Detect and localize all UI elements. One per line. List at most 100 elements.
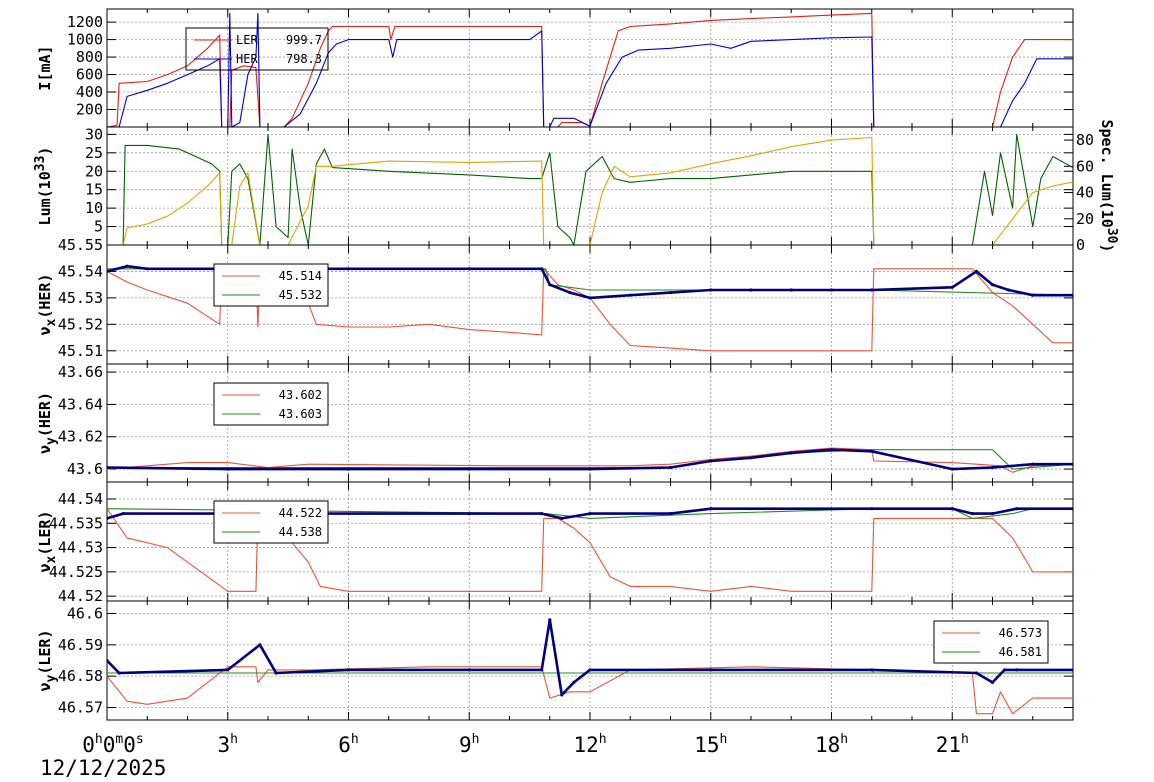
y-right-tick-label: 20 <box>1076 210 1094 228</box>
y-tick-label: 20 <box>85 162 103 180</box>
measured-point <box>709 507 713 511</box>
measured-point <box>974 269 979 273</box>
y-axis-label: νy(LER) <box>36 629 59 691</box>
legend-value: 43.602 <box>279 388 322 402</box>
measured-point <box>1071 462 1073 466</box>
measured-point <box>145 267 149 271</box>
legend-value: 46.581 <box>999 645 1042 659</box>
y-tick-label: 44.525 <box>49 563 103 581</box>
y-tick-label: 43.62 <box>58 428 103 446</box>
legend: 43.602 43.603 <box>213 382 329 426</box>
legend-box <box>185 27 329 71</box>
legend-name: HER <box>236 52 258 66</box>
measured-point <box>107 269 109 273</box>
x-tick-label: 15h <box>694 732 727 757</box>
legend-box <box>213 500 329 544</box>
legend: 45.514 45.532 <box>213 263 329 307</box>
measured-point <box>950 507 954 511</box>
measured-point <box>540 668 544 672</box>
y-axis-label: Lum(1033) <box>33 147 54 226</box>
measured-point <box>950 285 954 289</box>
measured-point <box>467 467 471 471</box>
y-right-tick-label: 0 <box>1076 236 1085 254</box>
y-axis-label: νx(LER) <box>36 510 59 572</box>
measured-point <box>226 668 230 672</box>
measured-point <box>990 283 995 287</box>
measured-point <box>560 693 564 697</box>
y-right-axis-label: Spec. Lum(1030) <box>1098 119 1119 252</box>
x-axis: 0h0m0s 3h 6h 9h 12h 15h 18h 21h <box>82 732 969 757</box>
panel-frame <box>106 126 1074 246</box>
y-tick-label: 43.6 <box>67 460 103 478</box>
measured-point <box>540 267 544 271</box>
measured-point <box>467 267 471 271</box>
y-tick-label: 44.52 <box>58 587 103 605</box>
measured-point <box>226 467 230 471</box>
legend-value: 45.514 <box>279 269 322 283</box>
measured-point <box>829 448 834 452</box>
measured-point <box>107 658 109 663</box>
measured-point <box>588 467 592 471</box>
legend: 44.522 44.538 <box>213 500 329 544</box>
x-tick-label: 3h <box>218 732 238 757</box>
measured-point <box>572 680 576 685</box>
measured-point <box>950 467 954 471</box>
series-nominal <box>107 508 1073 592</box>
measured-point <box>829 288 834 292</box>
legend-value: 798.3 <box>286 52 322 66</box>
y-tick-label: 43.66 <box>58 363 103 381</box>
y-tick-label: 44.54 <box>58 490 103 508</box>
measured-point <box>789 451 793 455</box>
legend-value: 44.522 <box>279 506 322 520</box>
measured-point <box>668 291 673 295</box>
measured-point <box>346 267 351 271</box>
measured-point <box>974 671 979 675</box>
measured-point <box>548 618 552 622</box>
series-her <box>107 12 1073 127</box>
measured-point <box>990 465 995 470</box>
measured-point <box>1031 293 1035 297</box>
x-tick-label: 12h <box>573 732 606 757</box>
y-tick-label: 400 <box>76 83 103 101</box>
measured-point <box>1031 462 1035 466</box>
legend-name: LER <box>236 33 258 47</box>
y-tick-label: 44.53 <box>58 539 103 557</box>
y-tick-label: 45.53 <box>58 289 103 307</box>
measured-point <box>274 671 278 675</box>
y-tick-label: 46.59 <box>58 636 103 654</box>
y-tick-label: 44.535 <box>49 514 103 532</box>
legend: LER 999.7 HER 798.3 <box>185 27 329 71</box>
y-tick-label: 46.57 <box>58 698 103 716</box>
measured-point <box>749 288 753 292</box>
measured-point <box>870 668 874 672</box>
panel-frame <box>106 8 1074 128</box>
measured-point <box>1071 507 1073 511</box>
panel-nuy_her: 43.6 43.62 43.64 43.66 νy(HER) 43.602 43.603 <box>36 363 1074 483</box>
series-nominal <box>107 666 1073 715</box>
y-tick-label: 10 <box>85 199 103 217</box>
measured-point <box>668 465 673 470</box>
measured-point <box>467 511 471 516</box>
panel-nuy_ler: 46.57 46.58 46.59 46.6 νy(LER) 46.573 46.581 <box>36 600 1074 721</box>
y-tick-label: 15 <box>85 181 103 199</box>
legend-box <box>213 263 329 307</box>
measured-point <box>548 283 552 287</box>
y-tick-label: 46.6 <box>67 605 103 623</box>
measured-point <box>990 680 995 685</box>
y-tick-label: 43.64 <box>58 395 103 413</box>
measured-point <box>588 511 592 516</box>
y-tick-label: 1000 <box>67 31 103 49</box>
y-right-tick-label: 80 <box>1076 131 1094 149</box>
measured-point <box>709 668 713 672</box>
measured-point <box>107 516 109 520</box>
legend-value: 46.573 <box>999 626 1042 640</box>
measured-point <box>990 511 995 516</box>
measured-point <box>121 511 125 516</box>
y-right-tick-label: 60 <box>1076 157 1094 175</box>
date-label: 12/12/2025 <box>40 756 166 780</box>
y-tick-label: 800 <box>76 48 103 66</box>
